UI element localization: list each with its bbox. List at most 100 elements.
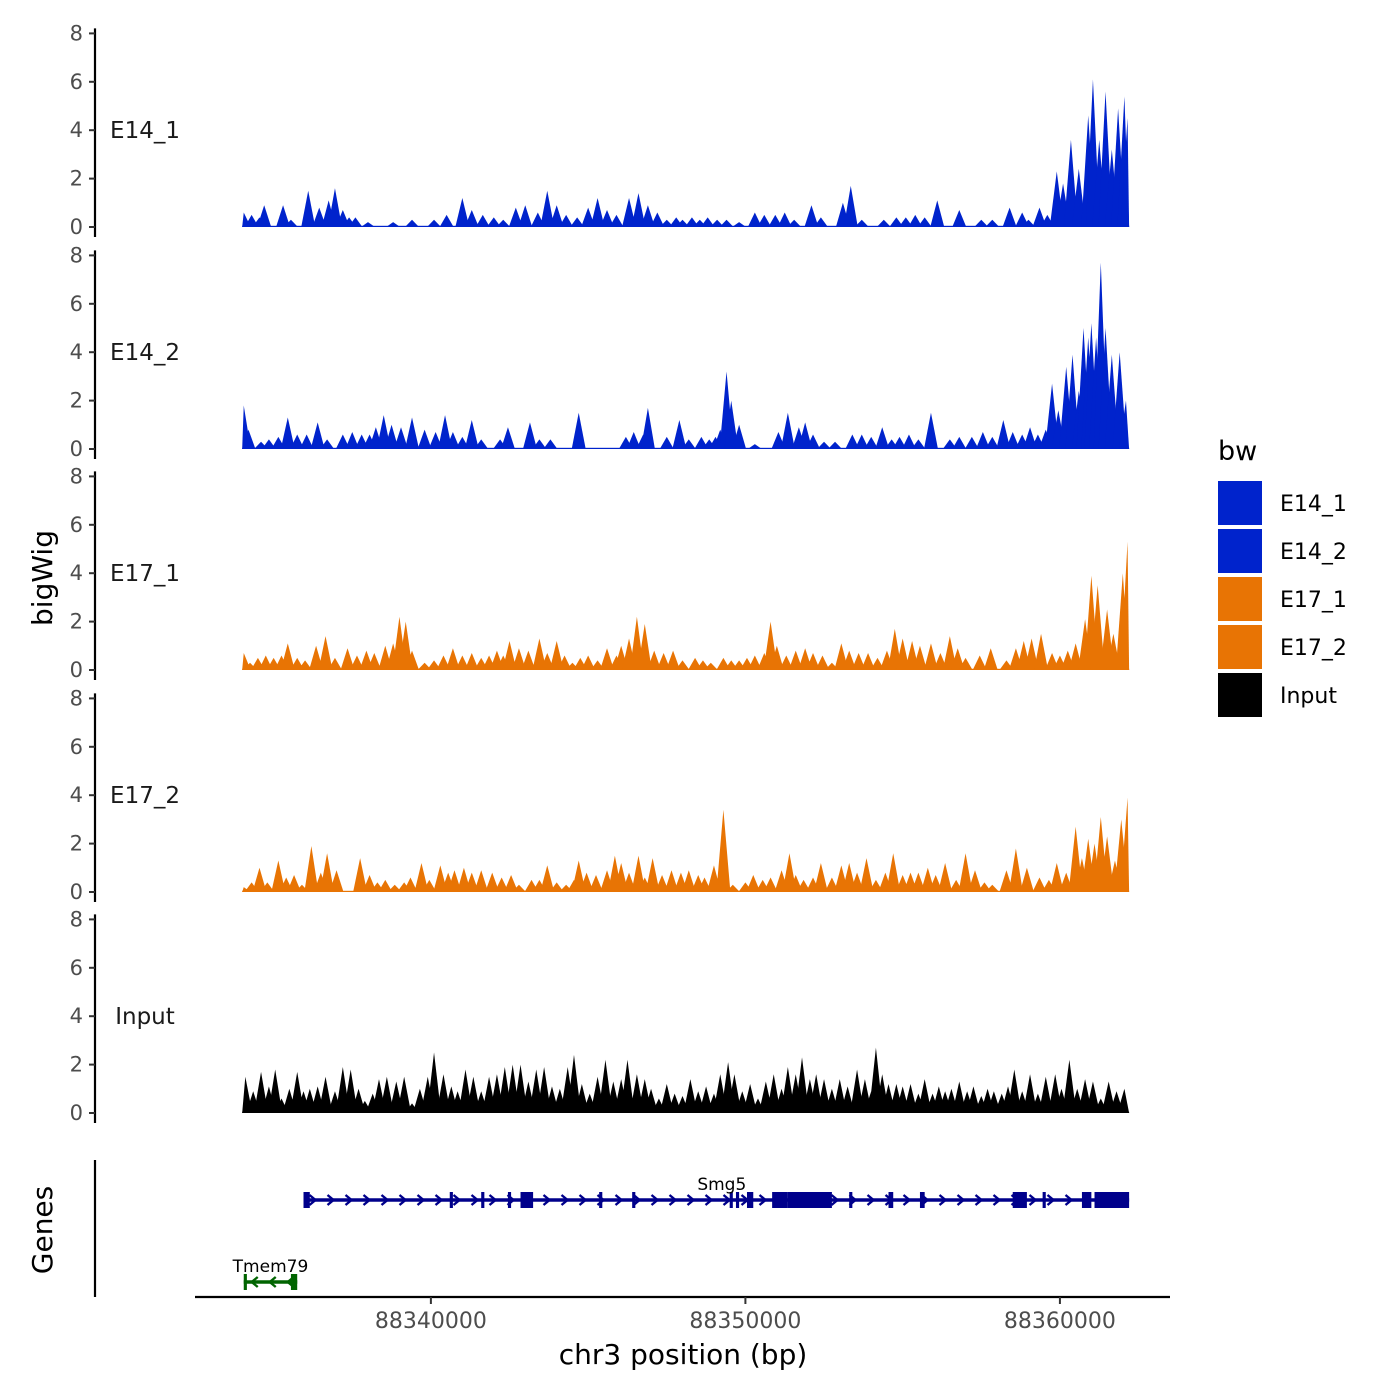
y-tick-label: 8 xyxy=(70,686,83,710)
strand-arrow xyxy=(1046,1194,1056,1206)
coverage-peak xyxy=(1049,862,1064,892)
strand-arrow xyxy=(956,1194,966,1206)
y-tick-label: 8 xyxy=(70,464,83,488)
coverage-peak xyxy=(840,1086,855,1113)
coverage-peak xyxy=(842,650,857,670)
coverage-peak xyxy=(349,655,364,670)
coverage-peak xyxy=(513,1064,528,1113)
track-e14-2: 0 2 4 6 8 E14_2 xyxy=(70,243,1130,461)
coverage-peak xyxy=(257,205,272,227)
coverage-peak xyxy=(384,424,399,449)
coverage-peak xyxy=(1117,1088,1130,1113)
coverage-peak xyxy=(622,197,637,227)
coverage-peak xyxy=(494,877,509,892)
coverage-peak xyxy=(952,210,967,227)
strand-arrow xyxy=(362,1194,372,1206)
coverage-peak xyxy=(327,657,342,670)
y-tick-label: 6 xyxy=(70,513,83,537)
track-label: E17_1 xyxy=(110,561,180,587)
strand-arrow xyxy=(704,1194,714,1206)
gene-exon xyxy=(449,1192,453,1208)
coverage-peak xyxy=(345,432,360,449)
coverage-peak xyxy=(683,1079,698,1113)
gene-exon xyxy=(481,1192,485,1208)
coverage-peak xyxy=(540,865,555,892)
gene-exon xyxy=(243,1274,247,1290)
coverage-peak xyxy=(703,662,718,670)
coverage-peak xyxy=(854,434,869,449)
coverage-peak xyxy=(640,407,655,449)
strand-arrow xyxy=(416,1194,426,1206)
coverage-peak xyxy=(504,875,519,892)
y-tick-label: 2 xyxy=(70,389,83,413)
genes-axis-title: Genes xyxy=(26,1186,59,1274)
gene-exon xyxy=(787,1192,832,1208)
coverage-peak xyxy=(386,222,401,227)
coverage-peak xyxy=(268,1069,283,1113)
coverage-peak xyxy=(340,648,355,670)
coverage-peak xyxy=(664,870,679,892)
coverage-peak xyxy=(540,190,555,227)
y-tick-label: 4 xyxy=(70,118,83,142)
coverage-peak xyxy=(710,219,725,227)
coverage-peak xyxy=(1100,836,1115,892)
coverage-peak xyxy=(747,444,762,449)
coverage-peak xyxy=(974,219,989,227)
coverage-peak xyxy=(972,655,987,670)
coverage-peak xyxy=(397,1076,412,1113)
coverage-peak xyxy=(952,436,967,449)
coverage-peak xyxy=(543,439,558,449)
coverage-peak xyxy=(283,219,298,227)
coverage-peak xyxy=(439,214,454,227)
coverage-peak xyxy=(930,200,945,227)
gene-smg5: Smg5 xyxy=(303,1175,1130,1208)
coverage-peak xyxy=(640,205,655,227)
strand-arrow xyxy=(902,1194,912,1206)
coverage-peak xyxy=(804,205,819,227)
coverage-peak xyxy=(405,417,420,449)
coverage-peak xyxy=(502,640,517,670)
coverage-peak xyxy=(806,434,821,449)
y-tick-label: 0 xyxy=(70,658,83,682)
coverage-peak xyxy=(725,884,740,892)
coverage-peak xyxy=(806,653,821,670)
coverage-peak xyxy=(795,1057,810,1113)
x-axis-title: chr3 position (bp) xyxy=(559,1338,808,1371)
coverage-peak xyxy=(427,219,442,227)
track-e17-1: 0 2 4 6 8 E17_1 xyxy=(70,464,1130,682)
coverage-baseline xyxy=(242,447,1130,449)
coverage-peak xyxy=(579,872,594,892)
legend-key xyxy=(1218,529,1262,573)
x-tick-label: 88360000 xyxy=(1004,1309,1116,1334)
y-tick-label: 2 xyxy=(70,610,83,634)
coverage-peak xyxy=(549,205,564,227)
coverage-peak xyxy=(917,217,932,227)
strand-arrow xyxy=(974,1194,984,1206)
strand-arrow xyxy=(380,1194,390,1206)
coverage-peak xyxy=(312,207,327,227)
y-tick-label: 4 xyxy=(70,1004,83,1028)
coverage-peak xyxy=(958,657,973,670)
coverage-peak xyxy=(496,219,511,227)
coverage-peak xyxy=(304,846,319,892)
coverage-peak xyxy=(353,858,368,892)
coverage-peak xyxy=(500,427,515,449)
strand-arrow xyxy=(1028,1194,1038,1206)
track-label: Input xyxy=(115,1004,175,1030)
strand-arrow xyxy=(722,1194,732,1206)
coverage-peak xyxy=(276,205,291,227)
coverage-peak xyxy=(923,412,938,449)
legend-key xyxy=(1218,481,1262,525)
coverage-peak xyxy=(950,648,965,670)
strand-arrow xyxy=(398,1194,408,1206)
gene-exon xyxy=(1094,1192,1130,1208)
coverage-peak xyxy=(1032,207,1047,227)
coverage-peak xyxy=(876,219,891,227)
coverage-peak xyxy=(581,655,596,670)
coverage-peak xyxy=(766,1074,781,1113)
track-label: E14_1 xyxy=(110,118,180,144)
coverage-peak xyxy=(394,427,409,449)
coverage-peak xyxy=(968,870,982,892)
coverage-baseline xyxy=(242,225,1130,227)
